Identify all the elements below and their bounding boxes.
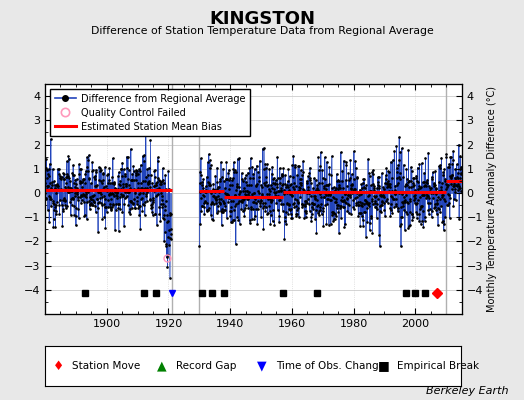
Legend: Difference from Regional Average, Quality Control Failed, Estimated Station Mean: Difference from Regional Average, Qualit… bbox=[50, 89, 250, 136]
Text: ■: ■ bbox=[378, 360, 390, 372]
Text: Station Move: Station Move bbox=[72, 361, 140, 371]
Text: ▲: ▲ bbox=[157, 360, 167, 372]
Text: KINGSTON: KINGSTON bbox=[209, 10, 315, 28]
Text: Record Gap: Record Gap bbox=[176, 361, 236, 371]
Text: Difference of Station Temperature Data from Regional Average: Difference of Station Temperature Data f… bbox=[91, 26, 433, 36]
Text: ▼: ▼ bbox=[257, 360, 267, 372]
Text: Berkeley Earth: Berkeley Earth bbox=[426, 386, 508, 396]
Text: Empirical Break: Empirical Break bbox=[397, 361, 479, 371]
Text: ♦: ♦ bbox=[53, 360, 64, 372]
Text: Time of Obs. Change: Time of Obs. Change bbox=[276, 361, 385, 371]
Y-axis label: Monthly Temperature Anomaly Difference (°C): Monthly Temperature Anomaly Difference (… bbox=[487, 86, 497, 312]
